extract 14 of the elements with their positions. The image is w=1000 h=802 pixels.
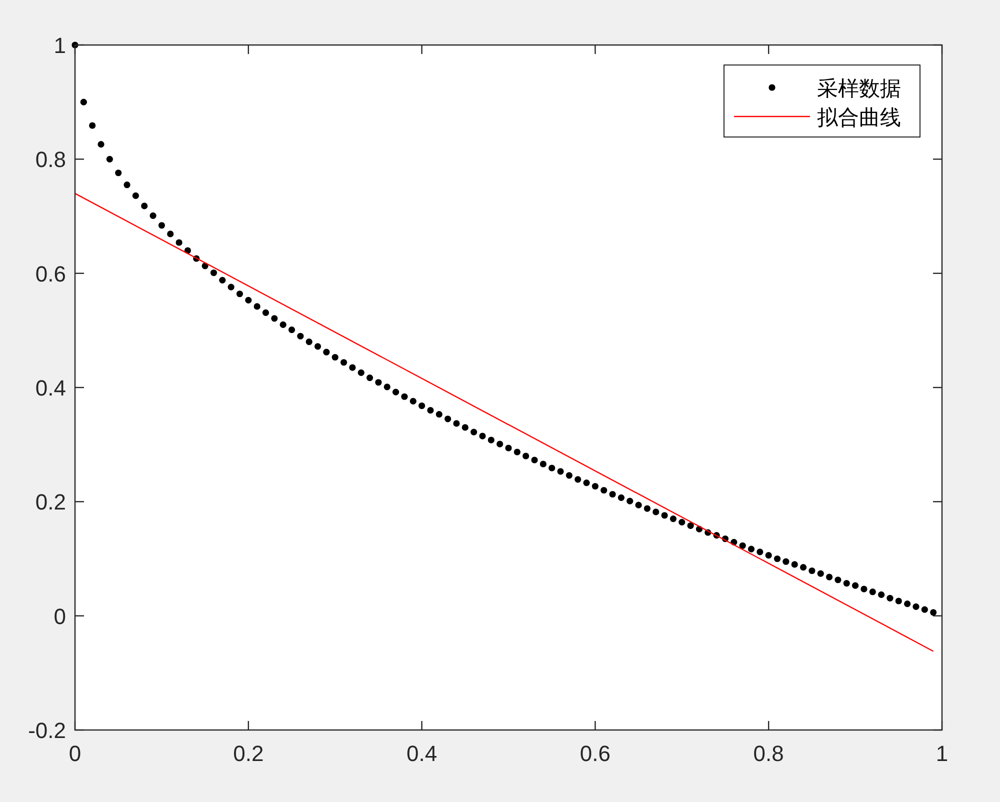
x-tick-label: 0.6 — [580, 741, 610, 766]
x-tick-label: 0.2 — [233, 741, 264, 766]
x-tick-label: 1 — [936, 741, 948, 766]
legend-label: 拟合曲线 — [817, 106, 901, 130]
y-tick-label: 0.4 — [35, 376, 66, 400]
y-tick-label: 0.6 — [35, 261, 66, 286]
x-tick-label: 0.8 — [753, 741, 784, 766]
legend-label: 采样数据 — [817, 76, 901, 100]
y-tick-label: 1 — [54, 33, 66, 58]
y-tick-label: 0.2 — [35, 490, 66, 515]
y-tick-label: -0.2 — [28, 718, 66, 743]
x-tick-label: 0.4 — [406, 741, 438, 766]
y-tick-label: 0.8 — [35, 147, 66, 172]
y-tick-label: 0 — [54, 604, 66, 629]
